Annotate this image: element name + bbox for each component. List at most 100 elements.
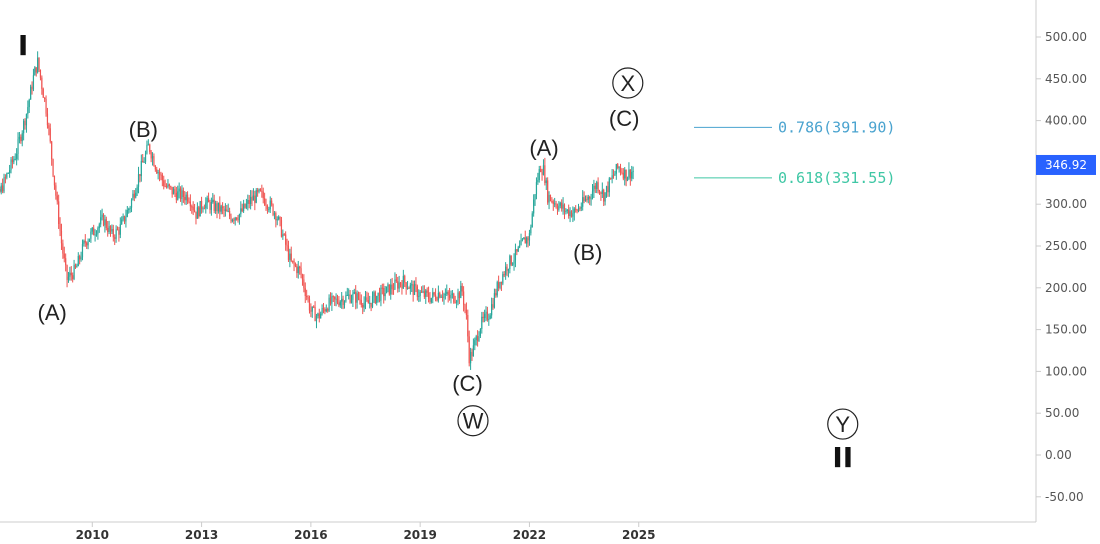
candle xyxy=(279,216,281,227)
candle xyxy=(437,285,439,303)
candle xyxy=(477,330,479,347)
candle xyxy=(156,166,158,175)
y-axis[interactable]: -50.00 0.00 50.00 100.00 150.00 200.00 250.00 3… xyxy=(1035,0,1087,522)
y-tick-label: -50.00 xyxy=(1045,490,1084,504)
candle xyxy=(125,209,127,228)
candle xyxy=(425,288,427,304)
candle xyxy=(468,330,470,367)
candle xyxy=(317,312,319,319)
candle xyxy=(9,164,11,178)
candle xyxy=(63,246,65,263)
candle xyxy=(10,156,12,174)
candle xyxy=(411,280,413,293)
candle xyxy=(198,205,200,219)
candle xyxy=(299,265,301,275)
x-axis[interactable]: 2010 2013 2016 2019 2022 2025 xyxy=(0,521,1036,542)
candle xyxy=(555,200,557,209)
y-tick-label: 500.00 xyxy=(1045,30,1087,44)
candle xyxy=(209,199,211,214)
candle xyxy=(537,172,539,185)
candle xyxy=(622,168,624,181)
x-tick-label: 2010 xyxy=(76,528,109,542)
candle xyxy=(605,185,608,198)
candle xyxy=(220,204,222,215)
candle xyxy=(296,263,298,278)
candle xyxy=(265,198,267,211)
y-tick-label: 300.00 xyxy=(1045,197,1087,211)
candle xyxy=(151,152,154,166)
candle xyxy=(165,183,168,189)
candle xyxy=(366,291,368,302)
candle xyxy=(498,275,500,292)
candle xyxy=(479,328,482,338)
candle xyxy=(227,203,229,213)
candle xyxy=(524,230,526,244)
candle xyxy=(236,217,238,221)
candle xyxy=(502,271,504,286)
candle xyxy=(264,192,266,207)
candlestick-series xyxy=(0,51,634,370)
candle xyxy=(413,280,416,296)
candle xyxy=(116,226,119,231)
candle xyxy=(611,169,613,184)
candle xyxy=(586,195,588,203)
candle xyxy=(598,189,601,195)
candle xyxy=(80,251,82,262)
candle xyxy=(346,287,348,296)
candle xyxy=(612,169,615,179)
candle xyxy=(77,252,79,267)
candle xyxy=(482,311,484,323)
candle xyxy=(31,81,33,95)
candle xyxy=(593,179,595,199)
candle xyxy=(381,283,383,295)
candle xyxy=(314,301,316,322)
candle xyxy=(374,290,376,305)
candle xyxy=(420,286,423,293)
candle xyxy=(577,203,580,213)
candle xyxy=(28,98,30,114)
candle xyxy=(286,238,288,252)
candle xyxy=(503,271,505,278)
candle xyxy=(53,175,56,190)
wave-label: (A) xyxy=(529,135,558,160)
candle xyxy=(352,289,354,308)
candle xyxy=(551,197,553,204)
candle xyxy=(624,167,626,186)
candle xyxy=(610,177,612,180)
candle xyxy=(621,168,623,175)
fib-level-label: 0.786(391.90) xyxy=(778,118,895,136)
candle xyxy=(538,165,540,183)
candle xyxy=(509,254,511,274)
candle xyxy=(229,207,231,220)
candle xyxy=(230,213,232,224)
candle xyxy=(251,190,253,207)
candle xyxy=(13,156,15,165)
candle xyxy=(62,239,64,259)
candle xyxy=(287,240,290,262)
candle xyxy=(102,213,105,227)
candle xyxy=(568,204,570,219)
candle xyxy=(534,194,536,206)
candle xyxy=(48,122,50,136)
candle xyxy=(282,229,284,240)
candle xyxy=(582,190,584,211)
candle xyxy=(349,290,351,304)
candle xyxy=(531,211,533,228)
fibonacci-levels: 0.786(391.90) 0.618(331.55) xyxy=(694,118,895,187)
candle xyxy=(21,130,23,147)
candle xyxy=(67,271,70,283)
candle xyxy=(499,281,501,290)
candle xyxy=(429,291,431,305)
candle xyxy=(34,66,36,76)
candle xyxy=(481,311,483,334)
candle xyxy=(24,118,26,130)
candle xyxy=(202,206,204,213)
candle xyxy=(426,287,428,297)
candle xyxy=(443,292,445,305)
candle xyxy=(513,253,515,271)
candle xyxy=(51,140,53,166)
candle xyxy=(556,203,559,215)
candle xyxy=(269,196,271,214)
candle xyxy=(273,211,276,220)
